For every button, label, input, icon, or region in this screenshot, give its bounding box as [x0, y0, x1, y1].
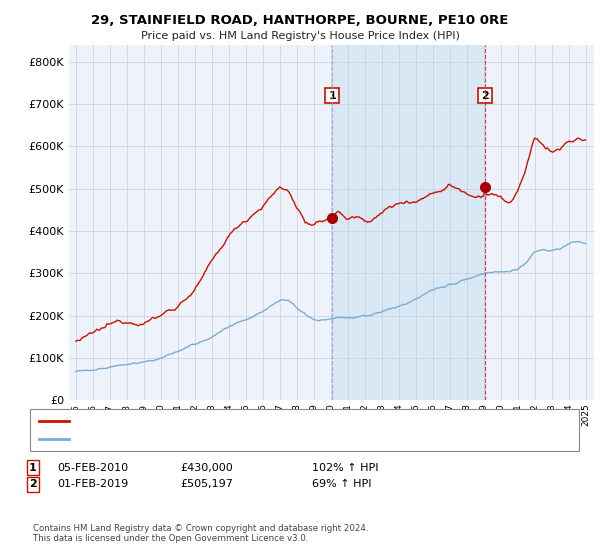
Bar — [332, 45, 485, 400]
Text: 29, STAINFIELD ROAD, HANTHORPE, BOURNE, PE10 0RE: 29, STAINFIELD ROAD, HANTHORPE, BOURNE, … — [91, 14, 509, 27]
Text: Price paid vs. HM Land Registry's House Price Index (HPI): Price paid vs. HM Land Registry's House … — [140, 31, 460, 41]
Text: £505,197: £505,197 — [180, 479, 233, 489]
Text: HPI: Average price, detached house, South Kesteven: HPI: Average price, detached house, Sout… — [75, 434, 332, 444]
Text: £430,000: £430,000 — [180, 463, 233, 473]
Text: Contains HM Land Registry data © Crown copyright and database right 2024.
This d: Contains HM Land Registry data © Crown c… — [33, 524, 368, 543]
Text: 1: 1 — [328, 91, 336, 101]
Text: 01-FEB-2019: 01-FEB-2019 — [57, 479, 128, 489]
Text: 2: 2 — [481, 91, 489, 101]
Text: 102% ↑ HPI: 102% ↑ HPI — [312, 463, 379, 473]
Text: 1: 1 — [29, 463, 37, 473]
Text: 05-FEB-2010: 05-FEB-2010 — [57, 463, 128, 473]
Text: 69% ↑ HPI: 69% ↑ HPI — [312, 479, 371, 489]
Text: 2: 2 — [29, 479, 37, 489]
Text: 29, STAINFIELD ROAD, HANTHORPE, BOURNE, PE10 0RE (detached house): 29, STAINFIELD ROAD, HANTHORPE, BOURNE, … — [75, 416, 439, 426]
